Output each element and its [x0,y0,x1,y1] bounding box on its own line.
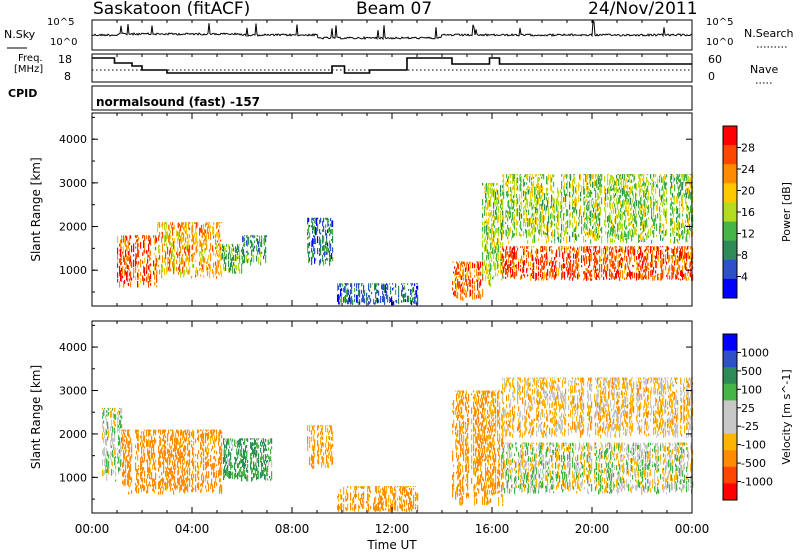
power-colorbar-seg-7 [723,259,737,280]
velocity-ytick-label-0: 1000 [59,471,87,484]
velocity-ylabel: Slant Range [km] [29,365,43,469]
freq-tick-bottom: 8 [64,70,71,83]
power-cbtick-label-0: 4 [741,271,748,284]
velocity-region-7 [502,377,694,439]
nsky-label: N.Sky [4,28,36,41]
freq-label-1: Freq. [18,53,43,64]
power-colorbar-seg-5 [723,221,737,241]
velocity-region-6 [502,442,694,495]
velocity-colorbar-seg-5 [723,417,737,434]
power-cbtick-label-4: 20 [741,185,755,198]
velocity-cbtick-label-1: 500 [741,365,762,378]
power-colorbar-seg-1 [723,145,737,165]
power-ytick-label-1: 2000 [59,221,87,234]
power-colorbar-label: Power [dB] [780,182,793,242]
velocity-cbtick-label-6: -500 [741,457,766,470]
freq-label-2: [MHz] [14,64,44,75]
velocity-colorbar-seg-9 [723,483,737,501]
velocity-colorbar-seg-0 [723,334,737,351]
velocity-region-1 [122,429,223,495]
power-cbtick-label-6: 28 [741,142,755,155]
xtick-label-4: 16:00 [475,522,510,536]
velocity-colorbar-seg-6 [723,433,737,451]
nsky-trace [92,19,693,41]
power-region-6 [452,261,484,301]
velocity-cbtick-label-2: 100 [741,383,762,396]
nsearch-tick-bottom: 10^0 [706,37,734,48]
freq-trace [92,57,692,74]
velocity-ytick-label-3: 4000 [59,341,87,354]
power-cbtick-label-2: 12 [741,228,755,241]
power-cbtick-label-5: 24 [741,163,755,176]
power-region-0 [117,235,158,288]
velocity-region-3 [307,425,334,469]
power-region-5 [337,283,419,306]
velocity-colorbar-frame [722,333,738,501]
power-colorbar-seg-8 [723,278,737,299]
xtick-label-6: 00:00 [675,522,710,536]
velocity-region-2 [223,438,273,482]
velocity-colorbar-seg-1 [723,350,737,368]
velocity-region-4 [337,486,419,513]
velocity-cbtick-label-3: 25 [741,402,755,415]
velocity-colorbar-seg-8 [723,466,737,484]
nsky-tick-top: 10^5 [47,17,75,28]
freq-tick-top: 18 [58,53,72,66]
nave-label: Nave [750,63,779,76]
power-region-4 [307,217,334,266]
power-ylabel: Slant Range [km] [29,157,43,261]
power-colorbar-seg-0 [723,126,737,146]
xtick-label-1: 04:00 [175,522,210,536]
date-title: 24/Nov/2011 [588,0,698,19]
nsearch-label: N.Search [744,27,794,40]
cpid-panel-frame [91,85,693,111]
nave-tick-bottom: 0 [708,70,715,83]
power-ytick-label-3: 4000 [59,133,87,146]
velocity-region-5 [452,390,504,506]
station-title: Saskatoon (fitACF) [93,0,251,19]
power-region-3 [242,235,268,266]
velocity-colorbar-seg-3 [723,383,737,401]
velocity-colorbar-seg-2 [723,367,737,385]
nsky-tick-bottom: 10^0 [50,37,78,48]
power-cbtick-label-3: 16 [741,206,755,219]
power-region-8 [502,246,694,282]
xtick-label-5: 20:00 [575,522,610,536]
xtick-label-2: 08:00 [275,522,310,536]
nsearch-tick-top: 10^5 [706,17,734,28]
xlabel: Time UT [366,538,417,552]
power-region-2 [222,244,243,274]
power-region-1 [157,222,223,279]
velocity-cbtick-label-7: -1000 [741,476,773,489]
power-cbtick-label-1: 8 [741,249,748,262]
velocity-region-0 [102,407,123,482]
power-region-7 [482,182,504,287]
velocity-ytick-label-2: 3000 [59,385,87,398]
velocity-cbtick-label-0: 1000 [741,346,769,359]
power-colorbar-seg-3 [723,183,737,203]
velocity-colorbar-seg-7 [723,450,737,468]
xtick-label-3: 12:00 [375,522,410,536]
power-colorbar-seg-4 [723,202,737,222]
velocity-colorbar-seg-4 [723,400,737,418]
power-region-9 [502,174,694,244]
cpid-text: normalsound (fast) -157 [96,95,261,109]
velocity-colorbar-label: Velocity [m s^-1] [780,369,793,464]
xtick-label-0: 00:00 [75,522,110,536]
velocity-cbtick-label-5: -100 [741,439,766,452]
velocity-ytick-label-1: 2000 [59,428,87,441]
freq-panel-frame [91,53,693,83]
power-colorbar-seg-2 [723,164,737,184]
power-ytick-label-2: 3000 [59,177,87,190]
power-colorbar-seg-6 [723,240,737,261]
velocity-cbtick-label-4: -25 [741,420,759,433]
nave-tick-top: 60 [708,53,722,66]
beam-title: Beam 07 [356,0,433,19]
power-ytick-label-0: 1000 [59,264,87,277]
cpid-label: CPID [8,87,38,100]
